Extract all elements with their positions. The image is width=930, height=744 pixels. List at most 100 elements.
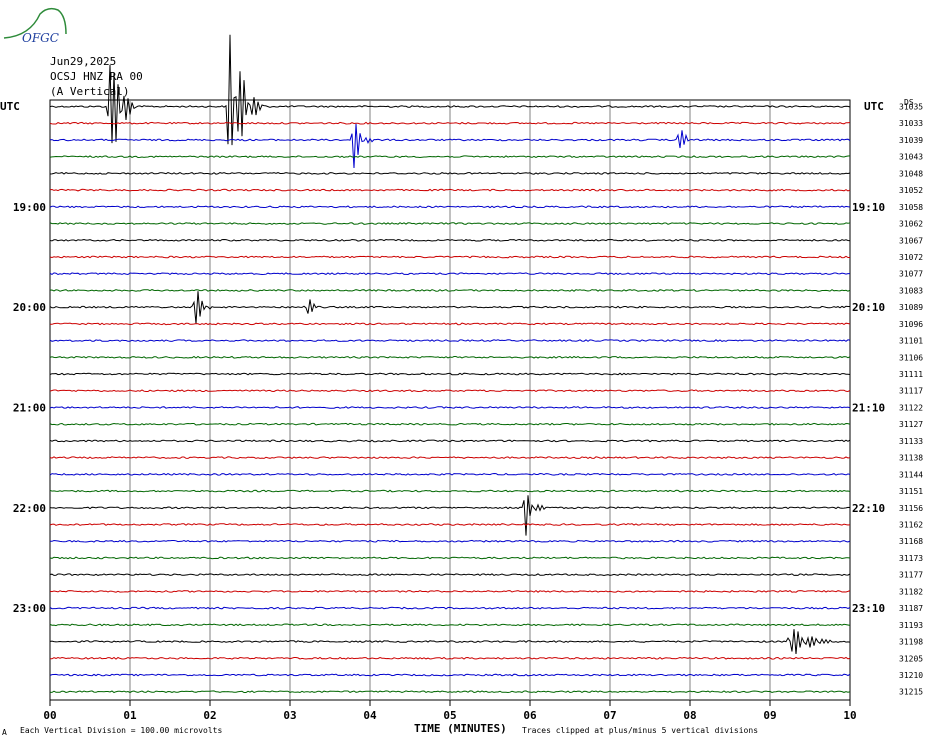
trace-row (49, 629, 851, 655)
trace-row (49, 222, 851, 225)
row-value-label: 31205 (899, 654, 923, 663)
row-value-label: 31106 (899, 353, 923, 362)
left-time-label: 22:00 (13, 502, 46, 515)
x-tick-label: 02 (203, 709, 216, 722)
trace-row (49, 439, 851, 443)
row-value-label: 31138 (899, 454, 923, 463)
component-label: (A Vertical) (50, 85, 130, 98)
trace-row (49, 372, 851, 376)
trace-row (49, 389, 851, 393)
x-tick-label: 06 (523, 709, 537, 722)
trace-row (49, 272, 850, 276)
row-value-label: 31168 (899, 537, 923, 546)
row-value-label: 31052 (899, 186, 923, 195)
row-value-label: 31117 (899, 387, 923, 396)
trace-row (49, 623, 851, 627)
x-tick-label: 08 (683, 709, 696, 722)
row-value-label: 31198 (899, 638, 923, 647)
x-tick-label: 04 (363, 709, 377, 722)
row-value-label: 31122 (899, 403, 923, 412)
row-value-label: 31083 (899, 286, 923, 295)
row-value-label: 31210 (899, 671, 923, 680)
x-tick-label: 05 (443, 709, 456, 722)
trace-row (49, 606, 851, 610)
x-axis-title: TIME (MINUTES) (414, 722, 507, 735)
left-time-label: 21:00 (13, 401, 46, 414)
trace-row (49, 589, 851, 593)
x-tick-label: 10 (843, 709, 856, 722)
row-value-label: 31133 (899, 437, 923, 446)
row-value-label: 31187 (899, 604, 923, 613)
row-value-label: 31173 (899, 554, 923, 563)
trace-row (49, 489, 851, 493)
trace-row (49, 556, 851, 560)
row-value-label: 31067 (899, 236, 923, 245)
trace-row (50, 539, 851, 543)
trace-row (49, 573, 851, 577)
trace-row (49, 188, 851, 192)
row-value-label: 31089 (899, 303, 923, 312)
trace-row (49, 339, 851, 342)
row-value-label: 31162 (899, 521, 923, 530)
ds-marker: DS (904, 98, 914, 107)
row-value-label: 31062 (899, 220, 923, 229)
trace-row (49, 255, 850, 259)
row-value-label: 31035 (899, 103, 923, 112)
date-label: Jun29,2025 (50, 55, 117, 68)
trace-row (49, 355, 851, 359)
x-tick-label: 03 (283, 709, 296, 722)
row-value-label: 31177 (899, 571, 923, 580)
row-value-label: 31101 (899, 337, 923, 346)
trace-row (49, 690, 851, 694)
utc-left-label: UTC (0, 100, 20, 113)
trace-row (49, 422, 851, 426)
utc-right-label: UTC (864, 100, 884, 113)
x-tick-label: 09 (763, 709, 776, 722)
right-time-label: 22:10 (852, 502, 885, 515)
x-tick-label: 00 (43, 709, 56, 722)
row-value-label: 31193 (899, 621, 923, 630)
row-value-label: 31156 (899, 504, 923, 513)
trace-row (50, 656, 851, 660)
row-value-label: 31043 (899, 153, 923, 162)
trace-row (49, 205, 851, 209)
right-time-label: 21:10 (852, 401, 885, 414)
row-value-label: 31058 (899, 203, 923, 212)
trace-row (49, 123, 851, 169)
station-label: OCSJ HNZ RA 00 (50, 70, 143, 83)
trace-row (49, 291, 850, 324)
right-time-label: 19:10 (852, 201, 885, 214)
ofgc-logo: OFGC (0, 4, 80, 48)
trace-row (49, 34, 851, 146)
right-time-label: 23:10 (852, 602, 885, 615)
trace-row (49, 238, 851, 242)
trace-row (49, 673, 851, 677)
row-value-label: 31215 (899, 688, 923, 697)
trace-row (49, 171, 851, 175)
right-time-label: 20:10 (852, 301, 885, 314)
left-time-label: 23:00 (13, 602, 46, 615)
row-value-label: 31072 (899, 253, 923, 262)
x-tick-label: 01 (123, 709, 137, 722)
row-value-label: 31111 (899, 370, 923, 379)
logo-text: OFGC (22, 31, 59, 44)
row-value-label: 31151 (899, 487, 923, 496)
trace-row (49, 406, 851, 409)
row-value-label: 31096 (899, 320, 923, 329)
row-value-label: 31033 (899, 119, 923, 128)
trace-row (49, 472, 851, 476)
clip-note: Traces clipped at plus/minus 5 vertical … (522, 726, 759, 735)
trace-row (49, 155, 851, 159)
corner-mark: A (2, 728, 7, 737)
row-value-label: 31127 (899, 420, 923, 429)
row-value-label: 31039 (899, 136, 923, 145)
trace-row (49, 121, 851, 125)
trace-row (49, 456, 851, 459)
row-value-label: 31144 (899, 470, 923, 479)
row-value-label: 31048 (899, 169, 923, 178)
row-value-label: 31077 (899, 270, 923, 279)
trace-row (49, 288, 851, 292)
left-time-label: 20:00 (13, 301, 46, 314)
scale-note: Each Vertical Division = 100.00 microvol… (20, 726, 223, 735)
